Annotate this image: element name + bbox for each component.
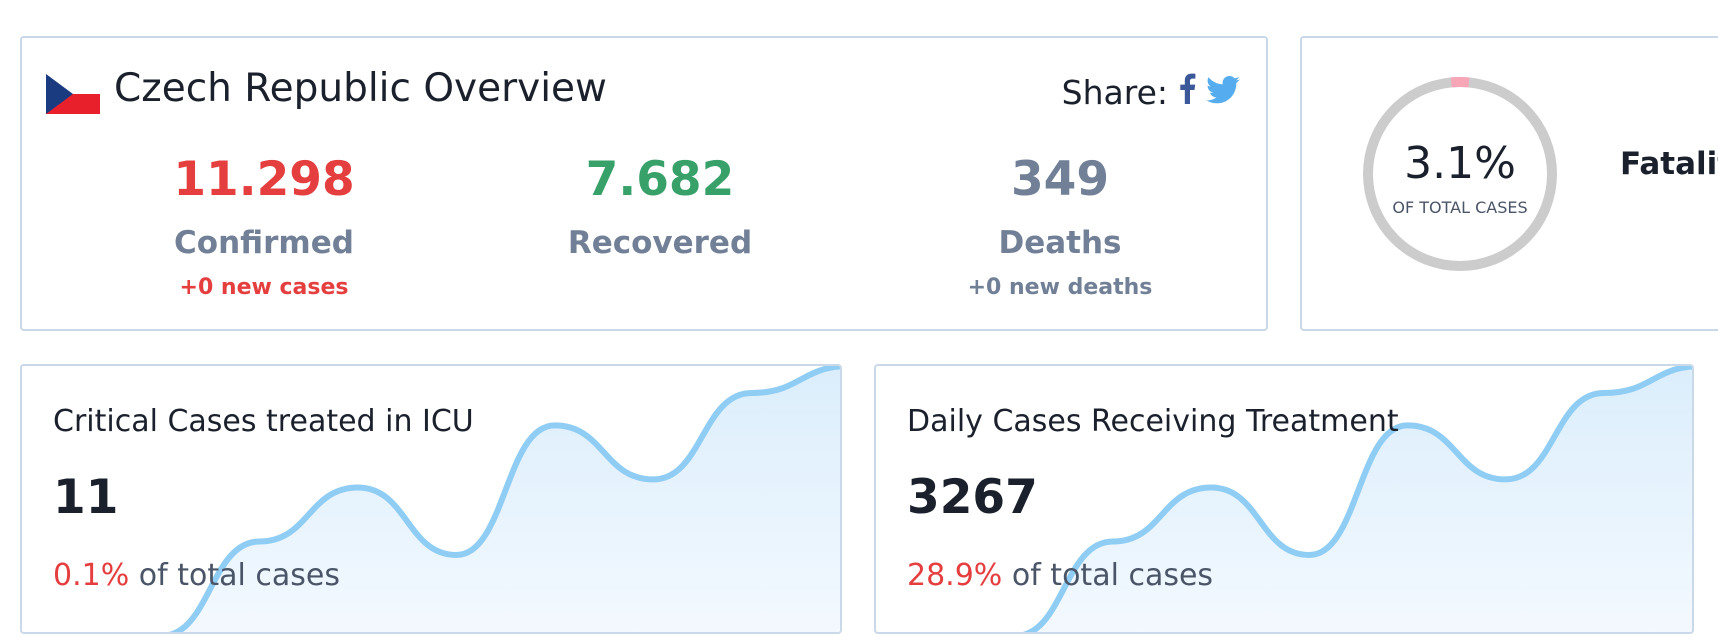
deaths-value: 349 bbox=[1010, 152, 1110, 207]
recovered-stat: 7.682 Recovered bbox=[510, 156, 810, 261]
confirmed-delta: +0 new cases bbox=[179, 275, 349, 300]
icu-sparkline bbox=[168, 366, 840, 632]
sparkline-area bbox=[176, 366, 840, 632]
recovered-label: Recovered bbox=[567, 225, 753, 261]
treatment-card: Daily Cases Receiving Treatment 3267 28.… bbox=[874, 364, 1694, 634]
icu-percent: 0.1% of total cases bbox=[53, 558, 340, 593]
icu-card: Critical Cases treated in ICU 11 0.1% of… bbox=[20, 364, 842, 634]
deaths-stat: 349 Deaths +0 new deaths bbox=[910, 156, 1210, 300]
icu-title: Critical Cases treated in ICU bbox=[53, 404, 474, 439]
confirmed-label: Confirmed bbox=[174, 225, 354, 261]
icu-percent-value: 0.1% bbox=[53, 558, 130, 593]
sparkline-line bbox=[168, 366, 840, 632]
share-label: Share: bbox=[1061, 72, 1168, 112]
sparkline-area bbox=[1030, 366, 1692, 632]
twitter-icon[interactable] bbox=[1206, 73, 1240, 112]
donut-arc bbox=[1363, 77, 1557, 271]
treatment-title: Daily Cases Receiving Treatment bbox=[907, 404, 1399, 439]
deaths-label: Deaths bbox=[998, 225, 1122, 261]
treatment-percent: 28.9% of total cases bbox=[907, 558, 1213, 593]
confirmed-stat: 11.298 Confirmed +0 new cases bbox=[114, 156, 414, 300]
icu-percent-suffix: of total cases bbox=[138, 558, 340, 593]
treatment-percent-value: 28.9% bbox=[907, 558, 1003, 593]
sparkline-line bbox=[1021, 366, 1692, 632]
fatality-sublabel: OF TOTAL CASES bbox=[1392, 198, 1528, 217]
icu-value: 11 bbox=[53, 470, 119, 525]
treatment-value: 3267 bbox=[907, 470, 1038, 525]
fatality-rate: 3.1% bbox=[1404, 138, 1516, 189]
treatment-percent-suffix: of total cases bbox=[1011, 558, 1214, 593]
facebook-icon[interactable] bbox=[1178, 72, 1196, 112]
confirmed-value: 11.298 bbox=[173, 152, 355, 207]
fatality-label: Fatality bbox=[1620, 146, 1718, 182]
recovered-value: 7.682 bbox=[585, 152, 735, 207]
treatment-sparkline bbox=[1021, 366, 1692, 632]
page-title: Czech Republic Overview bbox=[114, 66, 607, 111]
fatality-card: 3.1% OF TOTAL CASES Fatality bbox=[1300, 36, 1718, 331]
deaths-delta: +0 new deaths bbox=[967, 275, 1153, 300]
share-bar: Share: bbox=[1062, 72, 1240, 112]
fatality-donut-chart bbox=[1363, 77, 1557, 271]
czech-flag-icon bbox=[46, 74, 100, 114]
overview-card: Czech Republic Overview Share: 11.298 Co… bbox=[20, 36, 1268, 331]
